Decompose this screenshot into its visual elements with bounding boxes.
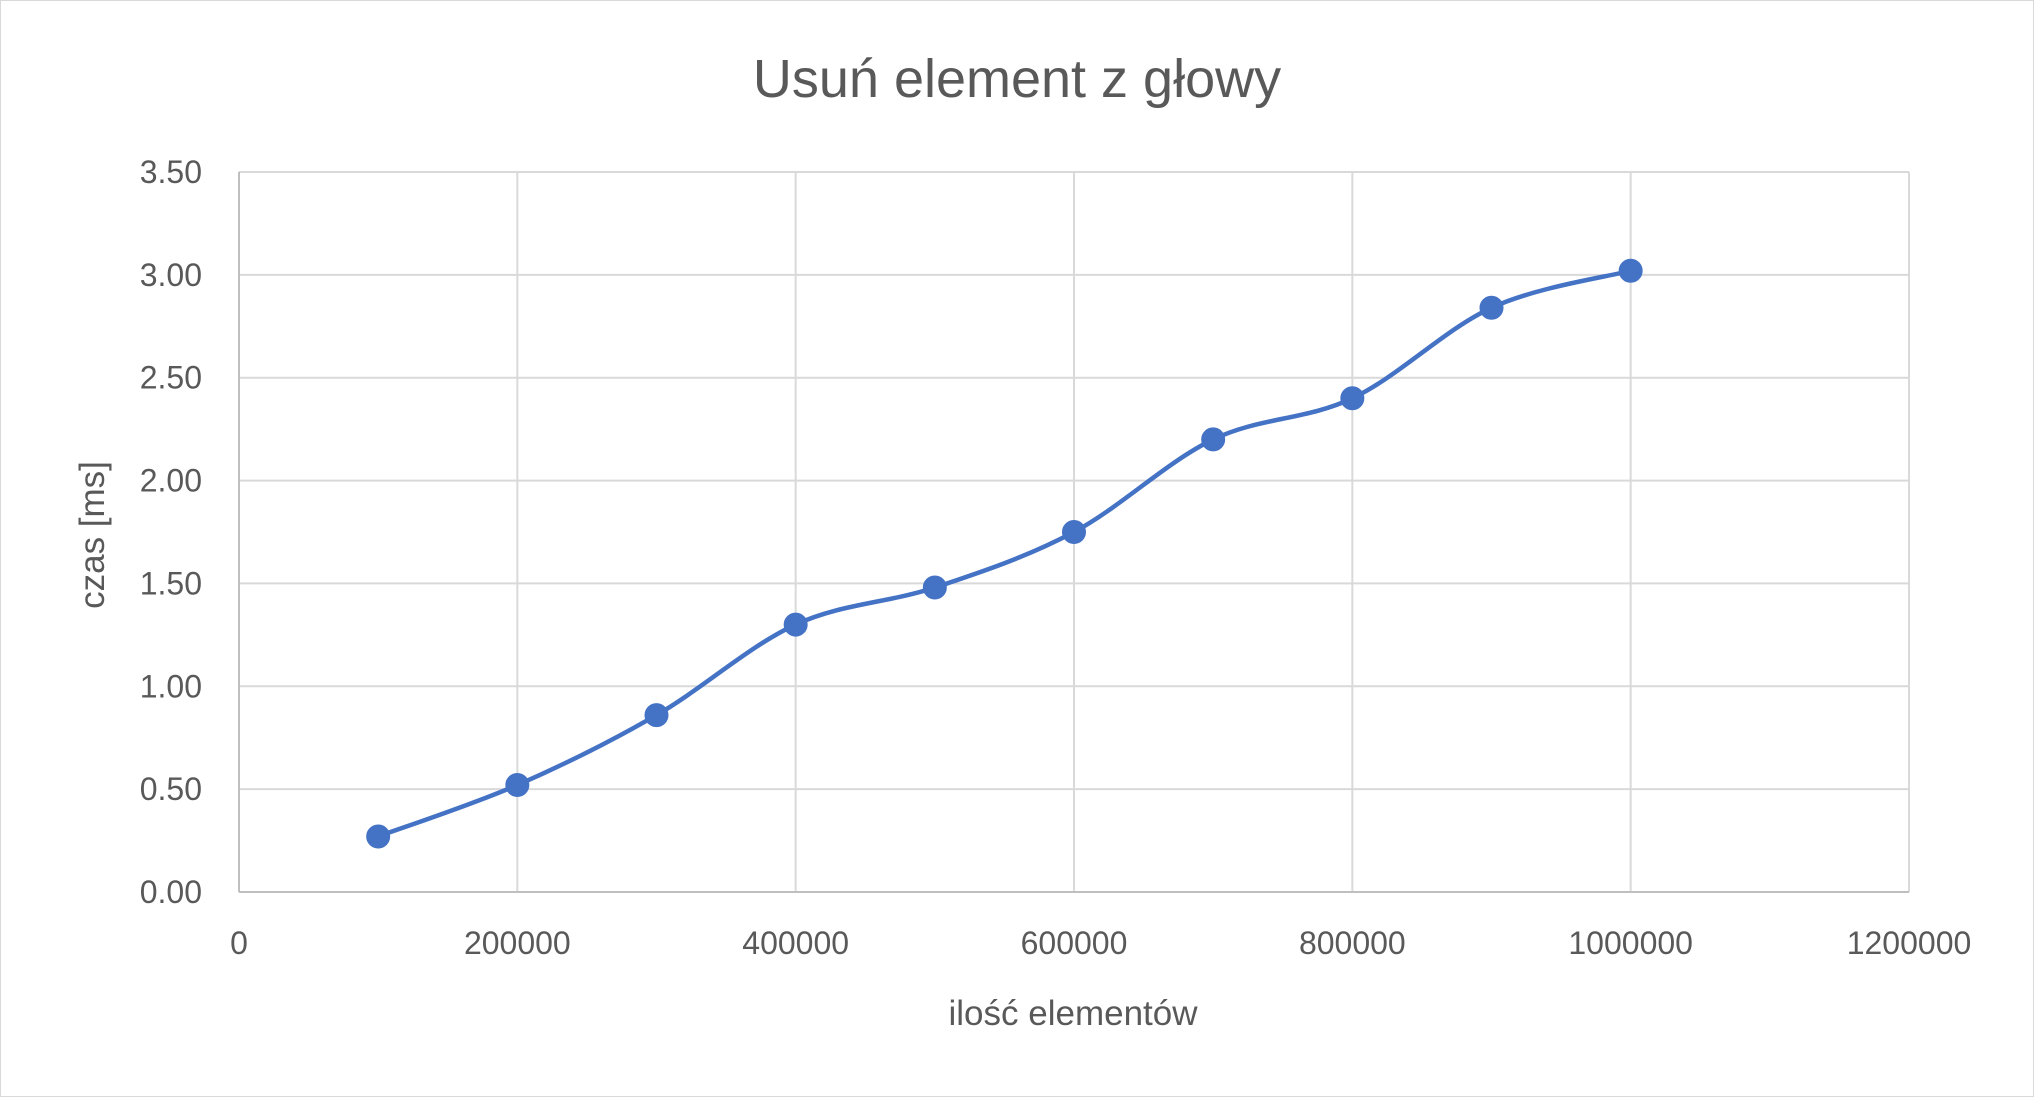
x-axis-tick-labels: 0 200000 400000 600000 800000 1000000 1200000 bbox=[230, 925, 1971, 961]
axes bbox=[238, 172, 1909, 893]
data-point bbox=[505, 773, 530, 798]
x-tick-label: 200000 bbox=[464, 925, 571, 961]
y-axis-tick-labels: 0.00 0.50 1.00 1.50 2.00 2.50 3.00 3.50 bbox=[140, 154, 202, 910]
x-tick-label: 800000 bbox=[1299, 925, 1406, 961]
x-tick-label: 400000 bbox=[742, 925, 849, 961]
data-point bbox=[1479, 295, 1504, 320]
x-tick-label: 1000000 bbox=[1568, 925, 1693, 961]
data-point bbox=[1340, 386, 1365, 411]
data-point bbox=[644, 703, 669, 728]
y-tick-label: 2.50 bbox=[140, 360, 202, 396]
data-point bbox=[1201, 427, 1226, 452]
y-tick-label: 3.00 bbox=[140, 257, 202, 293]
x-tick-label: 1200000 bbox=[1847, 925, 1972, 961]
y-tick-label: 3.50 bbox=[140, 154, 202, 190]
data-point bbox=[783, 612, 808, 637]
chart-title: Usuń element z głowy bbox=[753, 49, 1281, 109]
y-tick-label: 0.50 bbox=[140, 771, 202, 807]
data-point bbox=[1618, 258, 1643, 283]
y-tick-label: 1.00 bbox=[140, 668, 202, 704]
series-line bbox=[375, 268, 1633, 839]
y-axis-title: czas [ms] bbox=[73, 461, 112, 609]
y-tick-label: 2.00 bbox=[140, 463, 202, 499]
y-tick-label: 0.00 bbox=[140, 874, 202, 910]
data-point bbox=[1062, 520, 1086, 544]
x-tick-label: 0 bbox=[230, 925, 248, 961]
y-tick-label: 1.50 bbox=[140, 565, 202, 601]
data-point bbox=[922, 575, 947, 600]
x-axis-title: ilość elementów bbox=[949, 994, 1199, 1033]
series-layer bbox=[366, 258, 1643, 849]
x-tick-label: 600000 bbox=[1021, 925, 1128, 961]
data-point bbox=[366, 824, 391, 849]
